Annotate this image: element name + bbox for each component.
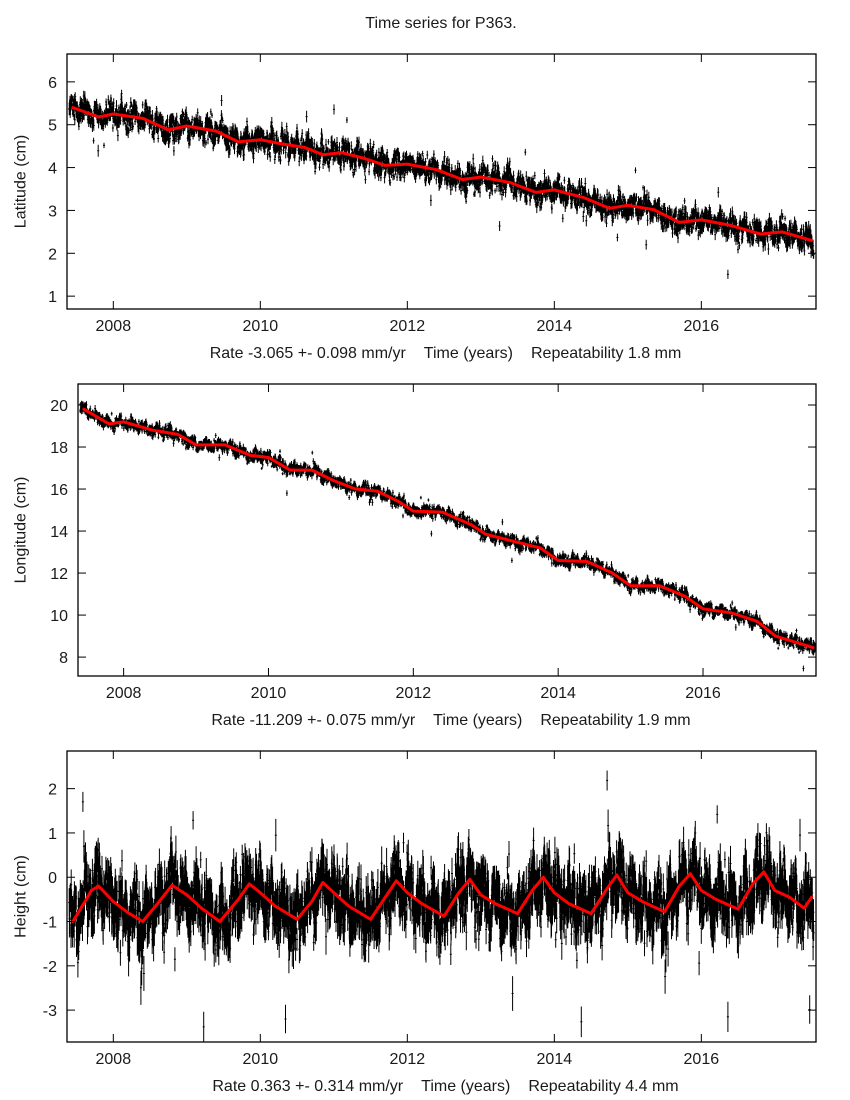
latitude-y-axis-label: Latitude (cm) (13, 135, 30, 228)
longitude-x-tick-label: 2010 (251, 685, 287, 702)
latitude-x-tick-label: 2016 (684, 318, 720, 335)
chart-title: Time series for P363. (365, 15, 517, 32)
latitude-y-tick-label: 2 (48, 246, 57, 263)
height-x-axis-label: Rate 0.363 +- 0.314 mm/yr Time (years) Rep… (212, 1078, 678, 1095)
height-fit-line (71, 870, 814, 923)
longitude-y-tick-label: 8 (59, 650, 68, 667)
longitude-fit-line (82, 407, 815, 650)
height-time-label: Time (years) (421, 1078, 510, 1095)
height-x-tick-label: 2012 (390, 1051, 426, 1068)
latitude-time-label: Time (years) (424, 345, 513, 362)
height-observation-points (68, 770, 815, 1043)
latitude-x-tick-label: 2012 (390, 318, 426, 335)
height-y-tick-label: 2 (48, 782, 57, 799)
height-y-tick-label: -3 (43, 1003, 57, 1020)
longitude-plot-frame (77, 383, 817, 677)
longitude-x-tick-label: 2008 (106, 685, 142, 702)
latitude-observation-points (68, 89, 815, 279)
latitude-x-tick-label: 2008 (96, 318, 132, 335)
height-x-tick-label: 2016 (684, 1051, 720, 1068)
longitude-x-tick-label: 2012 (396, 685, 432, 702)
longitude-y-tick-label: 10 (50, 608, 68, 625)
latitude-plot-frame (66, 53, 817, 310)
height-y-tick-label: 1 (48, 826, 57, 843)
longitude-y-tick-label: 18 (50, 440, 68, 457)
height-ticks: 2008 2010 2012 2014 2016 -3 -2 -1 0 1 2 (43, 751, 816, 1068)
latitude-rate-text: Rate -3.065 +- 0.098 mm/yr (210, 345, 407, 362)
height-y-tick-label: -1 (43, 915, 57, 932)
latitude-y-tick-label: 4 (48, 161, 57, 178)
latitude-repeatability-text: Repeatability 1.8 mm (531, 345, 681, 362)
height-repeatability-text: Repeatability 4.4 mm (528, 1078, 678, 1095)
height-x-tick-label: 2008 (96, 1051, 132, 1068)
height-rate-text: Rate 0.363 +- 0.314 mm/yr (212, 1078, 403, 1095)
longitude-ticks: 2008 2010 2012 2014 2016 8 10 12 14 16 18 20 (50, 384, 816, 702)
panel-longitude: 2008 2010 2012 2014 2016 8 10 12 14 16 18 20 Longit… (13, 383, 817, 729)
latitude-y-tick-label: 1 (48, 289, 57, 306)
longitude-repeatability-text: Repeatability 1.9 mm (540, 712, 690, 729)
panel-height: 2008 2010 2012 2014 2016 -3 -2 -1 0 1 2 Height (cm… (13, 750, 817, 1095)
height-x-tick-label: 2014 (537, 1051, 573, 1068)
longitude-x-tick-label: 2016 (685, 685, 721, 702)
latitude-y-tick-label: 3 (48, 203, 57, 220)
longitude-y-tick-label: 12 (50, 566, 68, 583)
longitude-x-tick-label: 2014 (540, 685, 576, 702)
height-observations (68, 770, 815, 1043)
longitude-y-tick-label: 14 (50, 524, 68, 541)
latitude-y-tick-label: 5 (48, 118, 57, 135)
latitude-fit-line (71, 106, 814, 242)
longitude-y-tick-label: 16 (50, 482, 68, 499)
panel-latitude: 2008 2010 2012 2014 2016 1 2 3 4 5 6 Latitude (cm)… (13, 53, 817, 362)
longitude-rate-text: Rate -11.209 +- 0.075 mm/yr (211, 712, 415, 729)
latitude-x-tick-label: 2010 (243, 318, 279, 335)
longitude-x-axis-label: Rate -11.209 +- 0.075 mm/yr Time (years) R… (211, 712, 690, 729)
latitude-y-tick-label: 6 (48, 75, 57, 92)
latitude-ticks: 2008 2010 2012 2014 2016 1 2 3 4 5 6 (48, 54, 816, 335)
latitude-x-axis-label: Rate -3.065 +- 0.098 mm/yr Time (years) Re… (210, 345, 682, 362)
height-y-axis-label: Height (cm) (13, 855, 30, 938)
height-plot-frame (66, 750, 817, 1043)
longitude-y-axis-label: Longitude (cm) (13, 477, 30, 584)
latitude-observations (68, 89, 815, 279)
longitude-y-tick-label: 20 (50, 398, 68, 415)
latitude-x-tick-label: 2014 (537, 318, 573, 335)
height-y-tick-label: 0 (48, 870, 57, 887)
height-x-tick-label: 2010 (243, 1051, 279, 1068)
longitude-time-label: Time (years) (433, 712, 522, 729)
height-y-tick-label: -2 (43, 959, 57, 976)
